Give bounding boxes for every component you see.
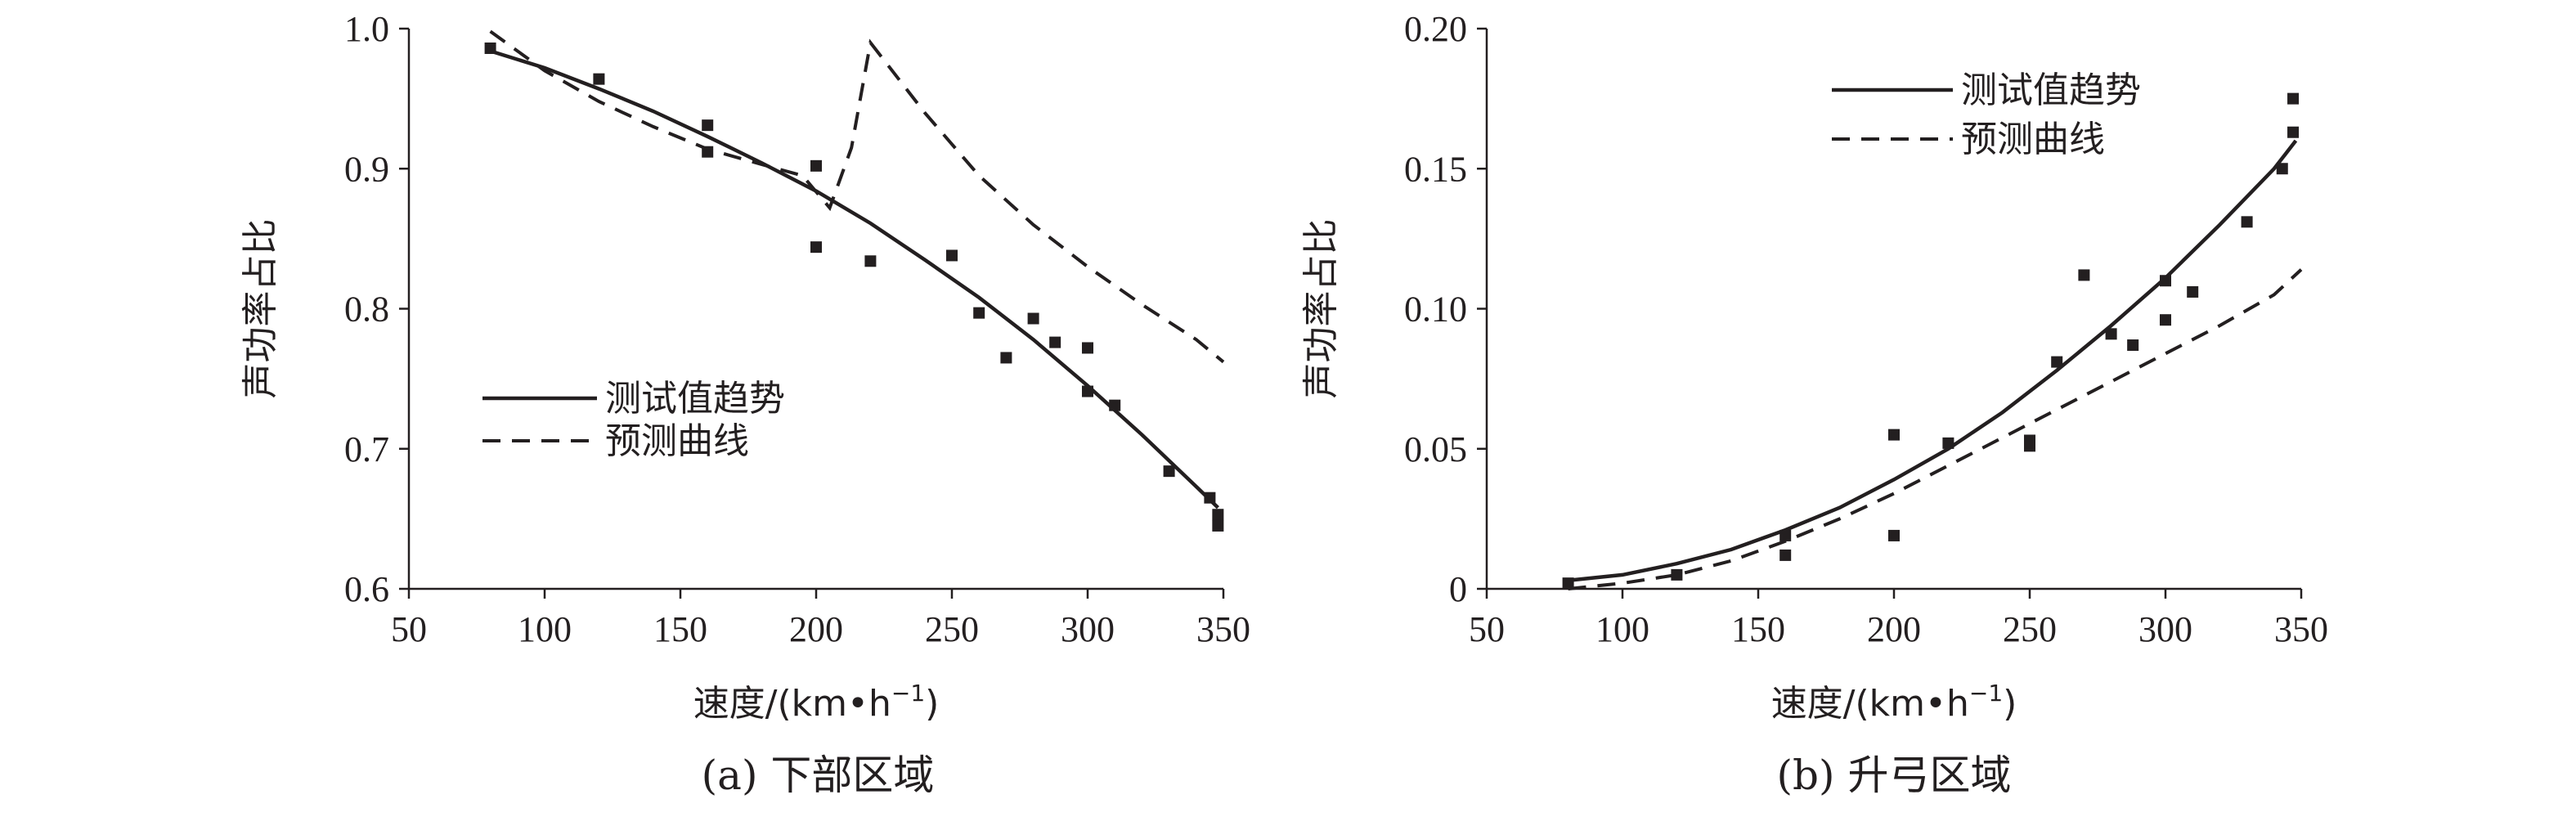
x-tick-label: 50 (391, 609, 427, 649)
y-tick-label: 0 (1449, 569, 1467, 609)
x-tick-label: 150 (1731, 609, 1785, 649)
y-tick-label: 0.20 (1404, 9, 1467, 49)
data-point (2287, 92, 2300, 105)
x-tick-label: 200 (789, 609, 843, 649)
x-tick-label: 50 (1469, 609, 1505, 649)
data-point (1082, 385, 1093, 397)
prediction-curve (489, 29, 1225, 364)
x-tick-label: 250 (925, 609, 979, 649)
data-point (2241, 216, 2253, 228)
y-tick-label: 0.05 (1404, 429, 1467, 469)
data-point (1212, 509, 1224, 521)
data-point (1109, 399, 1121, 411)
data-point (1888, 529, 1900, 541)
data-point (2160, 275, 2171, 287)
data-point (1049, 336, 1061, 348)
y-tick-label: 0.10 (1404, 290, 1467, 330)
data-point (1562, 577, 1574, 590)
y-tick-label: 0.7 (344, 429, 389, 469)
data-point (2160, 314, 2171, 326)
data-point (1942, 437, 1954, 449)
legend-pred-label: 预测曲线 (605, 420, 749, 462)
data-point (702, 146, 714, 158)
data-point (1082, 342, 1093, 354)
x-tick-label: 100 (518, 609, 572, 649)
trend-curve (1568, 139, 2298, 582)
x-tick-label: 350 (2274, 609, 2328, 649)
y-tick-label: 0.9 (344, 149, 389, 189)
x-tick-label: 300 (1061, 609, 1115, 649)
data-point (1888, 429, 1900, 441)
y-tick-label: 0.6 (344, 569, 389, 609)
data-point (1671, 568, 1683, 581)
data-point (2078, 269, 2090, 281)
data-point (2105, 328, 2117, 340)
panel-b: 50 100 150 200 250 300 350 0 0.05 0.10 0.15 0.20 速度/… (1300, 9, 2328, 799)
trend-curve (489, 49, 1219, 510)
y-tick-label: 1.0 (344, 9, 389, 49)
data-point (2187, 285, 2199, 298)
data-point (2287, 126, 2300, 138)
data-point (593, 73, 605, 85)
data-point (702, 119, 714, 132)
data-point (484, 42, 496, 54)
panel-caption: (b) 升弓区域 (1777, 752, 2012, 799)
x-tick-label: 250 (2003, 609, 2057, 649)
y-tick-label: 0.15 (1404, 149, 1467, 189)
legend-pred-label: 预测曲线 (1961, 119, 2105, 160)
prediction-curve (1568, 268, 2303, 590)
data-point (810, 241, 822, 254)
legend-trend-label: 测试值趋势 (1961, 70, 2141, 111)
legend-trend-label: 测试值趋势 (605, 378, 785, 420)
x-axis-title: 速度/(km•h−1) (1771, 680, 2017, 725)
data-point (1212, 519, 1224, 532)
x-tick-label: 200 (1867, 609, 1921, 649)
data-point (2276, 163, 2288, 175)
data-point (2051, 356, 2063, 368)
data-point (2127, 339, 2139, 352)
x-tick-label: 350 (1196, 609, 1250, 649)
data-point (1163, 465, 1175, 478)
data-point (1000, 352, 1012, 364)
data-point (946, 249, 958, 262)
data-point (864, 255, 877, 267)
data-point (1779, 549, 1792, 561)
x-tick-label: 300 (2138, 609, 2192, 649)
data-point (1204, 492, 1216, 504)
data-point (810, 159, 822, 172)
x-tick-label: 150 (653, 609, 707, 649)
data-point (973, 307, 985, 319)
panel-a: 50 100 150 200 250 300 350 0.6 0.7 0.8 0.9 1.0 速度/(k… (240, 9, 1250, 799)
data-point (1779, 529, 1792, 541)
data-point (2024, 440, 2035, 452)
y-axis-title: 声功率占比 (240, 219, 281, 399)
x-axis-title: 速度/(km•h−1) (693, 680, 940, 725)
y-axis-title: 声功率占比 (1300, 219, 1342, 399)
x-tick-label: 100 (1595, 609, 1649, 649)
panel-caption: (a) 下部区域 (702, 752, 935, 799)
data-point (1027, 312, 1039, 325)
y-tick-label: 0.8 (344, 290, 389, 330)
